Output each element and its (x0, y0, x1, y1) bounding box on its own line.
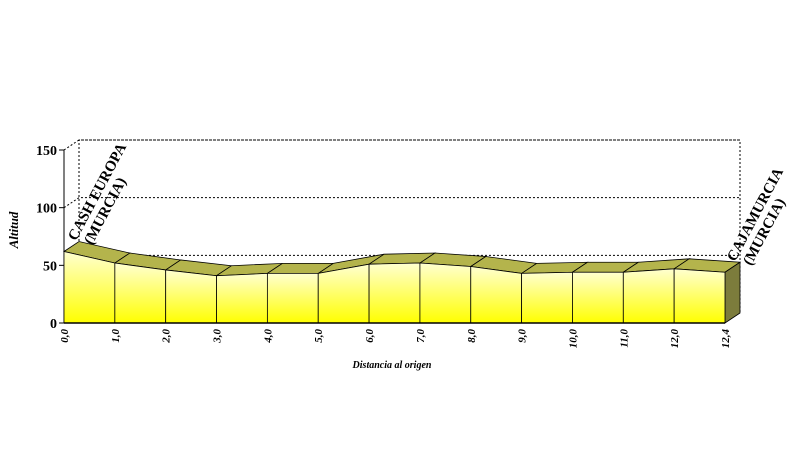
y-tick-label: 0 (50, 317, 57, 332)
area-front (114, 262, 167, 324)
y-axis-label: Altitud (6, 211, 21, 249)
grid-line (63, 139, 740, 151)
area-front (368, 262, 421, 324)
x-tick-label: 11,0 (618, 329, 630, 348)
x-tick-label: 2,0 (161, 329, 173, 344)
y-tick-label: 100 (36, 202, 57, 217)
area-front (419, 262, 472, 324)
x-tick-label: 12,0 (669, 329, 681, 349)
annotation: CAJAMURCIA(MURCIA) (724, 165, 789, 268)
area-front (470, 266, 523, 324)
area-front (317, 263, 370, 324)
x-tick-label: 7,0 (415, 329, 427, 343)
back-wall (78, 139, 741, 313)
x-axis-label: Distancia al origen (352, 360, 432, 371)
area-front (572, 271, 624, 324)
x-tick-label: 5,0 (313, 329, 325, 343)
x-tick-label: 1,0 (110, 329, 122, 343)
area-front (63, 250, 116, 324)
area-front (521, 271, 573, 324)
y-tick-label: 50 (43, 259, 57, 274)
x-tick-label: 3,0 (212, 329, 224, 344)
x-tick-label: 6,0 (364, 329, 376, 343)
grid-line (63, 197, 740, 209)
area-front (622, 268, 675, 324)
x-tick-label: 12,4 (720, 329, 732, 349)
x-tick-label: 8,0 (466, 329, 478, 343)
x-tick-label: 9,0 (517, 329, 529, 343)
x-tick-label: 10,0 (567, 329, 579, 349)
y-tick-label: 150 (36, 144, 57, 159)
area-front (266, 273, 319, 324)
area-side (724, 261, 741, 324)
annotation: CASH EUROPA(MURCIA) (65, 141, 130, 248)
x-tick-label: 4,0 (262, 329, 274, 344)
area-front (673, 268, 726, 324)
x-tick-label: 0,0 (59, 329, 71, 343)
area-front (216, 272, 268, 324)
area-front (165, 269, 217, 324)
